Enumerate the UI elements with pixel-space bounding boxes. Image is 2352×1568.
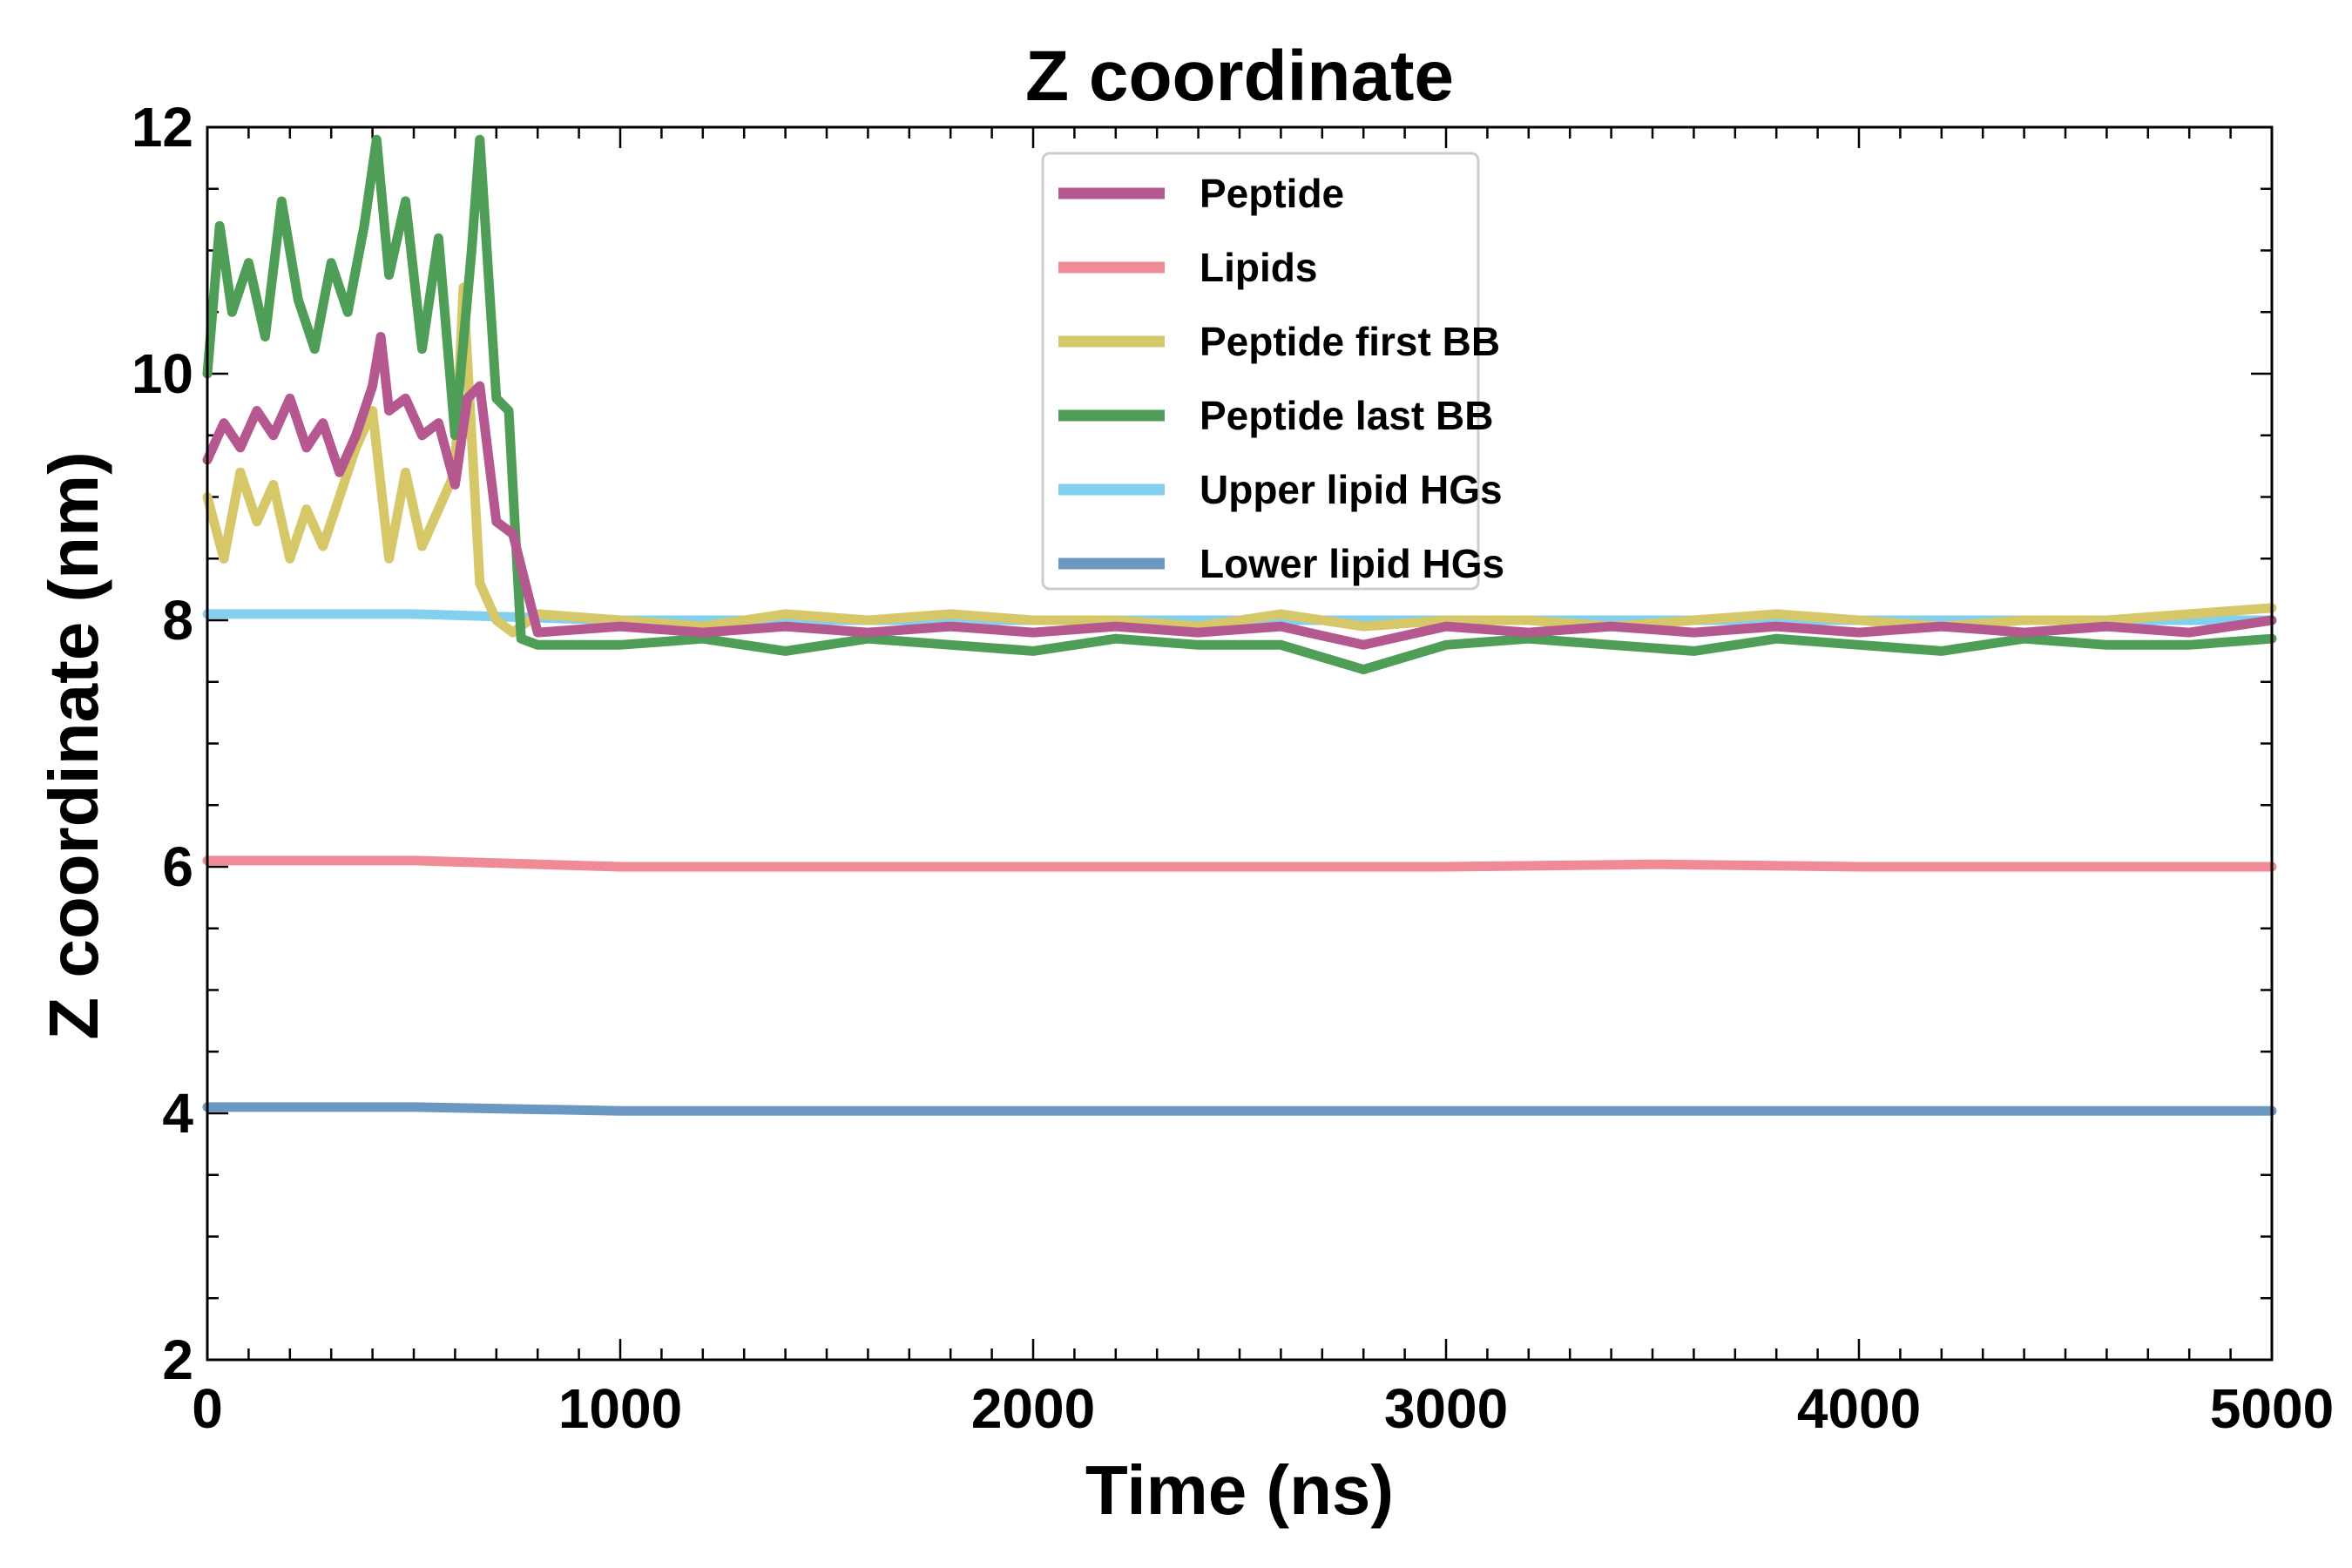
x-tick-label: 0 — [192, 1377, 223, 1440]
legend-label: Lipids — [1200, 245, 1317, 290]
legend-label: Upper lipid HGs — [1200, 467, 1503, 512]
y-tick-label: 2 — [162, 1328, 193, 1391]
series-line-lower-lipid-hgs — [202, 1102, 2277, 1116]
x-tick-label: 2000 — [971, 1377, 1095, 1440]
x-tick-label: 5000 — [2210, 1377, 2334, 1440]
y-tick-label: 10 — [132, 342, 193, 405]
x-axis-label: Time (ns) — [1085, 1451, 1394, 1529]
x-tick-label: 4000 — [1797, 1377, 1921, 1440]
series-line-lipids — [202, 855, 2277, 872]
y-tick-label: 4 — [162, 1082, 193, 1145]
x-tick-label: 1000 — [558, 1377, 682, 1440]
x-tick-label: 3000 — [1384, 1377, 1508, 1440]
series-line-peptide-first-bb — [202, 282, 2277, 638]
series-line-peptide — [202, 332, 2277, 650]
plot-frame — [206, 125, 2274, 1362]
axis-ticks: 0 1000 2000 3000 4000 5000 2 4 6 8 10 12 — [132, 96, 2334, 1440]
legend-label: Lower lipid HGs — [1200, 541, 1504, 586]
legend: Peptide Lipids Peptide first BB Peptide las… — [1041, 152, 1504, 591]
legend-label: Peptide — [1200, 171, 1344, 216]
chart-title: Z coordinate — [1025, 37, 1454, 116]
y-tick-label: 12 — [132, 96, 193, 159]
legend-label: Peptide first BB — [1200, 319, 1500, 364]
legend-box — [1041, 152, 1480, 591]
series-line-peptide-last-bb — [202, 134, 2277, 675]
series-lines — [202, 134, 2277, 1116]
legend-label: Peptide last BB — [1200, 393, 1493, 438]
y-tick-label: 6 — [162, 835, 193, 898]
y-tick-label: 8 — [162, 589, 193, 652]
y-axis-label: Z coordinate (nm) — [35, 451, 112, 1040]
